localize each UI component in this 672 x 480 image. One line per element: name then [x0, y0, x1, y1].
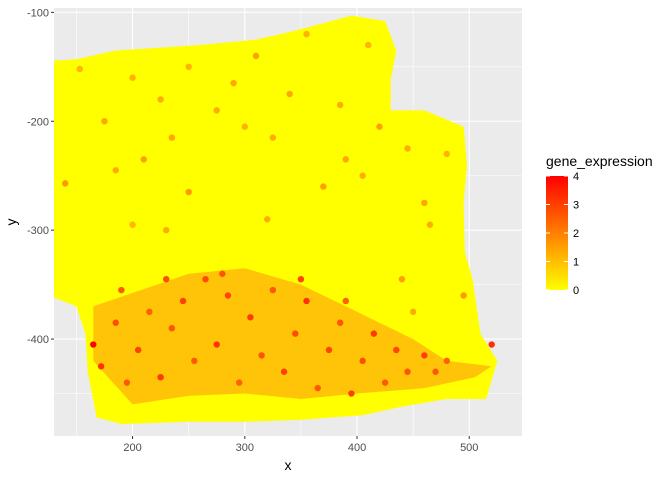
- x-tick-label: 400: [348, 442, 366, 454]
- expression-point: [359, 172, 366, 179]
- expression-point: [123, 379, 131, 386]
- expression-point: [185, 188, 192, 196]
- expression-point: [146, 308, 153, 316]
- expression-point: [247, 314, 254, 321]
- expression-point: [365, 41, 372, 49]
- expression-point: [168, 324, 176, 332]
- expression-point: [336, 319, 344, 326]
- legend-ticks: 0 1 2 3 4: [546, 171, 579, 297]
- expression-point: [202, 275, 209, 283]
- expression-point: [269, 286, 277, 294]
- expression-point: [97, 363, 105, 370]
- expression-point: [292, 330, 299, 337]
- expression-point: [101, 118, 108, 125]
- x-tick-label: 300: [236, 442, 254, 454]
- expression-point: [213, 341, 220, 348]
- expression-point: [191, 357, 198, 365]
- expression-point: [112, 167, 119, 174]
- y-tick-label: -400: [27, 334, 49, 346]
- expression-point: [342, 156, 349, 163]
- expression-point: [235, 379, 243, 386]
- expression-point: [432, 368, 439, 375]
- x-tick-label: 200: [123, 442, 141, 454]
- expression-point: [118, 286, 125, 294]
- x-axis: 200 300 400 500: [123, 436, 478, 454]
- tissue-island: [55, 176, 69, 191]
- expression-point: [269, 134, 277, 141]
- expression-point: [157, 96, 164, 103]
- expression-point: [157, 373, 164, 381]
- expression-point: [421, 352, 428, 359]
- expression-point: [134, 346, 142, 354]
- expression-point: [376, 123, 383, 130]
- expression-point: [224, 292, 232, 299]
- expression-point: [325, 346, 333, 354]
- legend-tick-label: 1: [573, 257, 579, 269]
- expression-point: [398, 275, 406, 283]
- expression-point: [421, 199, 428, 207]
- expression-point: [426, 221, 434, 228]
- expression-point: [264, 216, 271, 223]
- expression-point: [163, 226, 170, 234]
- expression-point: [90, 341, 97, 348]
- expression-point: [336, 101, 344, 109]
- tissue-islands: [55, 176, 81, 263]
- expression-point: [488, 341, 495, 348]
- expression-point: [168, 134, 176, 141]
- expression-point: [62, 180, 69, 187]
- expression-point: [348, 390, 355, 397]
- expression-point: [303, 30, 310, 38]
- expression-point: [258, 352, 265, 359]
- expression-point: [303, 297, 310, 305]
- expression-point: [404, 368, 411, 375]
- legend-tick-label: 3: [573, 200, 579, 212]
- expression-point: [112, 319, 119, 326]
- expression-point: [370, 330, 378, 337]
- expression-point: [179, 297, 187, 305]
- y-axis-title: y: [3, 219, 19, 226]
- expression-point: [76, 65, 84, 73]
- legend-colorbar: [546, 176, 568, 290]
- expression-point: [359, 357, 366, 365]
- expression-point: [342, 297, 349, 305]
- expression-point: [129, 74, 136, 81]
- expression-points: [62, 30, 495, 397]
- y-axis: -100 -200 -300 -400: [27, 7, 54, 346]
- legend-tick-label: 2: [573, 228, 579, 240]
- expression-point: [314, 384, 321, 392]
- expression-point: [286, 90, 293, 98]
- y-tick-label: -100: [27, 7, 49, 19]
- expression-point: [404, 145, 411, 152]
- legend-tick-label: 0: [573, 285, 579, 297]
- expression-point: [443, 357, 451, 365]
- high-expression-region: [93, 268, 492, 405]
- expression-point: [241, 123, 248, 130]
- expression-point: [163, 275, 170, 283]
- expression-point: [460, 292, 467, 299]
- x-tick-label: 500: [460, 442, 478, 454]
- legend: gene_expression 0 1 2 3 4: [546, 153, 653, 297]
- expression-point: [213, 107, 220, 114]
- y-tick-label: -200: [27, 116, 49, 128]
- expression-point: [409, 308, 417, 316]
- expression-point: [381, 379, 389, 386]
- tissue-island: [60, 241, 81, 263]
- expression-point: [219, 270, 226, 277]
- expression-point: [280, 368, 288, 375]
- expression-point: [443, 150, 451, 158]
- expression-point: [320, 183, 327, 190]
- expression-point: [140, 156, 147, 163]
- expression-point: [297, 275, 305, 283]
- legend-tick-label: 4: [573, 171, 579, 183]
- x-axis-title: x: [285, 457, 292, 473]
- expression-point: [129, 221, 136, 228]
- expression-point: [185, 63, 192, 71]
- expression-point: [230, 79, 237, 87]
- y-tick-label: -300: [27, 225, 49, 237]
- expression-point: [393, 346, 400, 354]
- expression-point: [252, 52, 260, 60]
- legend-title: gene_expression: [546, 153, 653, 169]
